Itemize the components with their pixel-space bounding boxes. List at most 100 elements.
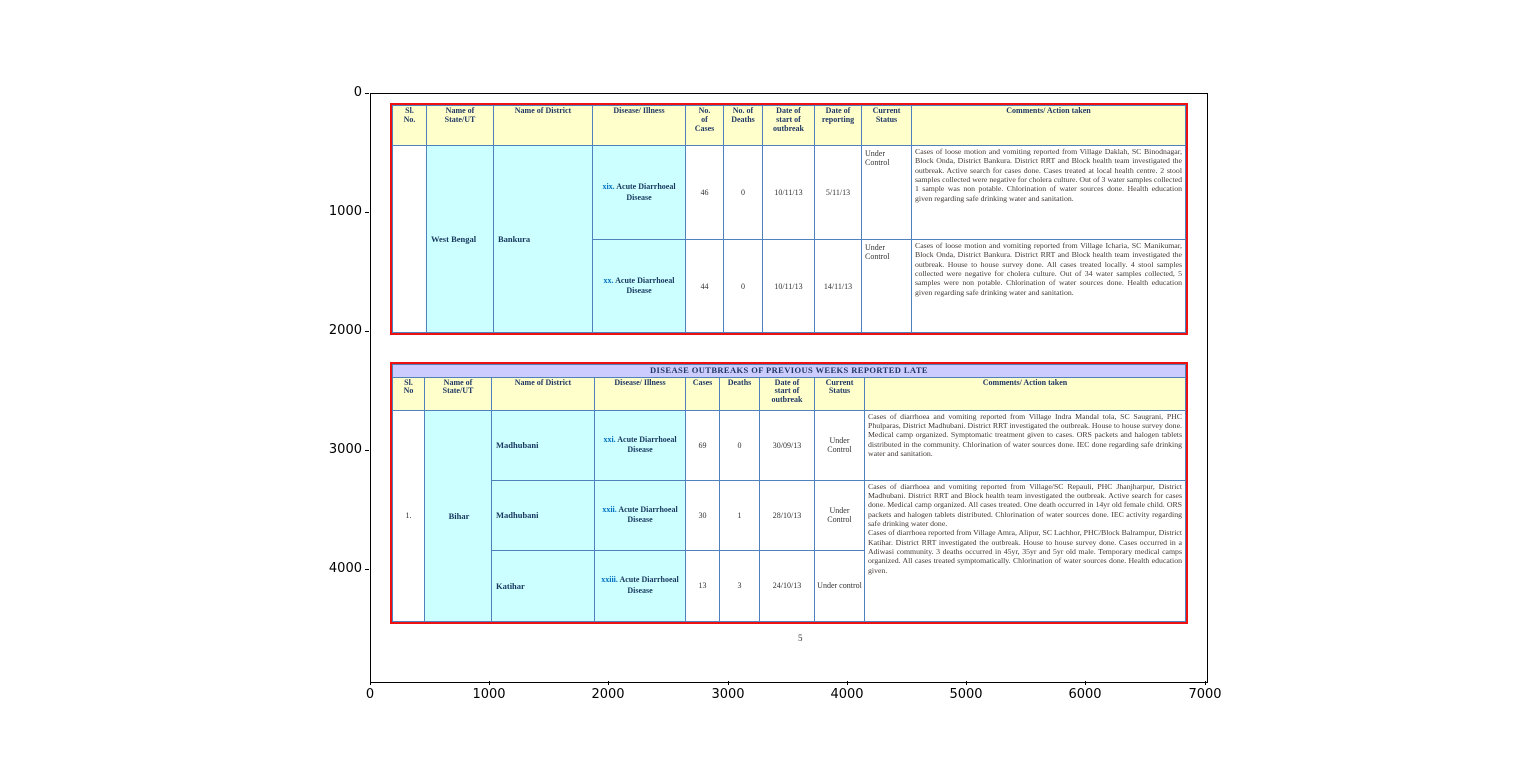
cell-cases: 44 — [685, 239, 724, 333]
cell-deaths: 3 — [719, 549, 760, 623]
th-sl-no: Sl. No — [392, 376, 425, 411]
cell-sl-no: 1. — [392, 409, 425, 623]
x-tick-label: 2000 — [591, 687, 625, 702]
disease-number: xix. — [602, 182, 615, 192]
y-tick-label: 4000 — [328, 561, 362, 576]
x-tick-label: 6000 — [1068, 687, 1102, 702]
cell-deaths: 0 — [723, 145, 763, 240]
disease-name: Acute Diarrhoeal Disease — [618, 504, 678, 525]
cell-status: Under Control — [861, 239, 912, 333]
th-state: Name of State/UT — [424, 376, 492, 411]
th-status: Current Status — [814, 376, 865, 411]
y-tick-mark — [365, 569, 369, 570]
th-comments: Comments/ Action taken — [911, 105, 1186, 146]
cell-date-start: 30/09/13 — [759, 409, 815, 481]
table-previous-weeks-late: DISEASE OUTBREAKS OF PREVIOUS WEEKS REPO… — [390, 362, 1188, 624]
x-tick-mark — [370, 681, 371, 685]
table-current-week-outbreaks: Sl. No. Name of State/UT Name of Distric… — [390, 103, 1188, 335]
y-tick-label: 3000 — [328, 442, 362, 457]
comments-paragraph: Cases of diarrhoea and vomiting reported… — [868, 481, 1182, 528]
comments-paragraph: Cases of diarrhoea reported from Village… — [868, 528, 1182, 575]
th-district: Name of District — [493, 105, 593, 146]
cell-cases: 46 — [685, 145, 724, 240]
th-status: Current Status — [861, 105, 912, 146]
cell-status: Under Control — [861, 145, 912, 240]
cell-disease: xxii. Acute Diarrhoeal Disease — [594, 479, 686, 551]
th-cases: Cases — [685, 376, 720, 411]
x-tick-mark — [966, 681, 967, 685]
y-tick-mark — [365, 93, 369, 94]
x-tick-label: 7000 — [1188, 687, 1222, 702]
disease-number: xxii. — [602, 504, 617, 514]
cell-date-reporting: 14/11/13 — [814, 239, 862, 333]
cell-cases: 30 — [685, 479, 720, 551]
th-date-reporting: Date of reporting — [814, 105, 862, 146]
x-tick-mark — [1205, 681, 1206, 685]
outbreaks-table-2: DISEASE OUTBREAKS OF PREVIOUS WEEKS REPO… — [392, 364, 1186, 623]
th-deaths: No. of Deaths — [723, 105, 763, 146]
cell-district: Bankura — [493, 145, 593, 333]
disease-number: xx. — [603, 275, 614, 285]
cell-deaths: 1 — [719, 479, 760, 551]
x-tick-mark — [1085, 681, 1086, 685]
th-cases: No. of Cases — [685, 105, 724, 146]
disease-name: Acute Diarrhoeal Disease — [619, 575, 679, 595]
cell-district: Katihar — [491, 549, 595, 623]
cell-date-start: 28/10/13 — [759, 479, 815, 551]
cell-status: Under control — [814, 549, 865, 623]
x-tick-label: 5000 — [949, 687, 983, 702]
th-disease: Disease/ Illness — [594, 376, 686, 411]
cell-comments: Cases of loose motion and vomiting repor… — [911, 145, 1186, 240]
cell-district: Madhubani — [491, 479, 595, 551]
disease-number: xxi. — [603, 434, 616, 444]
cell-deaths: 0 — [719, 409, 760, 481]
cell-date-reporting: 5/11/13 — [814, 145, 862, 240]
th-disease: Disease/ Illness — [592, 105, 686, 146]
cell-sl-no-blank — [392, 145, 427, 333]
cell-status: Under Control — [814, 479, 865, 551]
cell-state: Bihar — [424, 409, 492, 623]
cell-cases: 13 — [685, 549, 720, 623]
x-tick-label: 1000 — [472, 687, 506, 702]
cell-disease: xx. Acute Diarrhoeal Disease — [592, 239, 686, 333]
th-comments: Comments/ Action taken — [864, 376, 1186, 411]
cell-disease: xix. Acute Diarrhoeal Disease — [592, 145, 686, 240]
y-tick-label: 2000 — [328, 323, 362, 338]
cell-date-start: 10/11/13 — [762, 239, 815, 333]
x-tick-mark — [608, 681, 609, 685]
cell-disease: xxiii. Acute Diarrhoeal Disease — [594, 549, 686, 623]
outbreaks-table-1: Sl. No. Name of State/UT Name of Distric… — [392, 105, 1186, 333]
disease-name: Acute Diarrhoeal Disease — [617, 434, 677, 455]
y-tick-mark — [365, 450, 369, 451]
x-tick-mark — [728, 681, 729, 685]
disease-name: Acute Diarrhoeal Disease — [616, 182, 676, 202]
y-tick-mark — [365, 331, 369, 332]
y-tick-label: 1000 — [328, 204, 362, 219]
disease-number: xxiii. — [601, 575, 618, 585]
plot-border — [370, 93, 1208, 683]
th-state: Name of State/UT — [426, 105, 494, 146]
cell-comments-merged: Cases of diarrhoea and vomiting reported… — [864, 479, 1186, 623]
th-district: Name of District — [491, 376, 595, 411]
disease-name: Acute Diarrhoeal Disease — [615, 275, 675, 295]
cell-date-start: 10/11/13 — [762, 145, 815, 240]
cell-disease: xxi. Acute Diarrhoeal Disease — [594, 409, 686, 481]
y-tick-mark — [365, 212, 369, 213]
cell-district: Madhubani — [491, 409, 595, 481]
y-tick-label: 0 — [353, 85, 362, 100]
x-tick-mark — [489, 681, 490, 685]
x-tick-label: 3000 — [711, 687, 745, 702]
cell-status: Under Control — [814, 409, 865, 481]
page-number: 5 — [798, 633, 803, 643]
th-deaths: Deaths — [719, 376, 760, 411]
cell-comments: Cases of diarrhoea and vomiting reported… — [864, 409, 1186, 481]
table-title: DISEASE OUTBREAKS OF PREVIOUS WEEKS REPO… — [392, 364, 1186, 378]
cell-date-start: 24/10/13 — [759, 549, 815, 623]
cell-comments: Cases of loose motion and vomiting repor… — [911, 239, 1186, 333]
th-date-start: Date of start of outbreak — [762, 105, 815, 146]
th-sl-no: Sl. No. — [392, 105, 427, 146]
cell-deaths: 0 — [723, 239, 763, 333]
cell-state: West Bengal — [426, 145, 494, 333]
x-tick-label: 4000 — [830, 687, 864, 702]
x-tick-mark — [847, 681, 848, 685]
